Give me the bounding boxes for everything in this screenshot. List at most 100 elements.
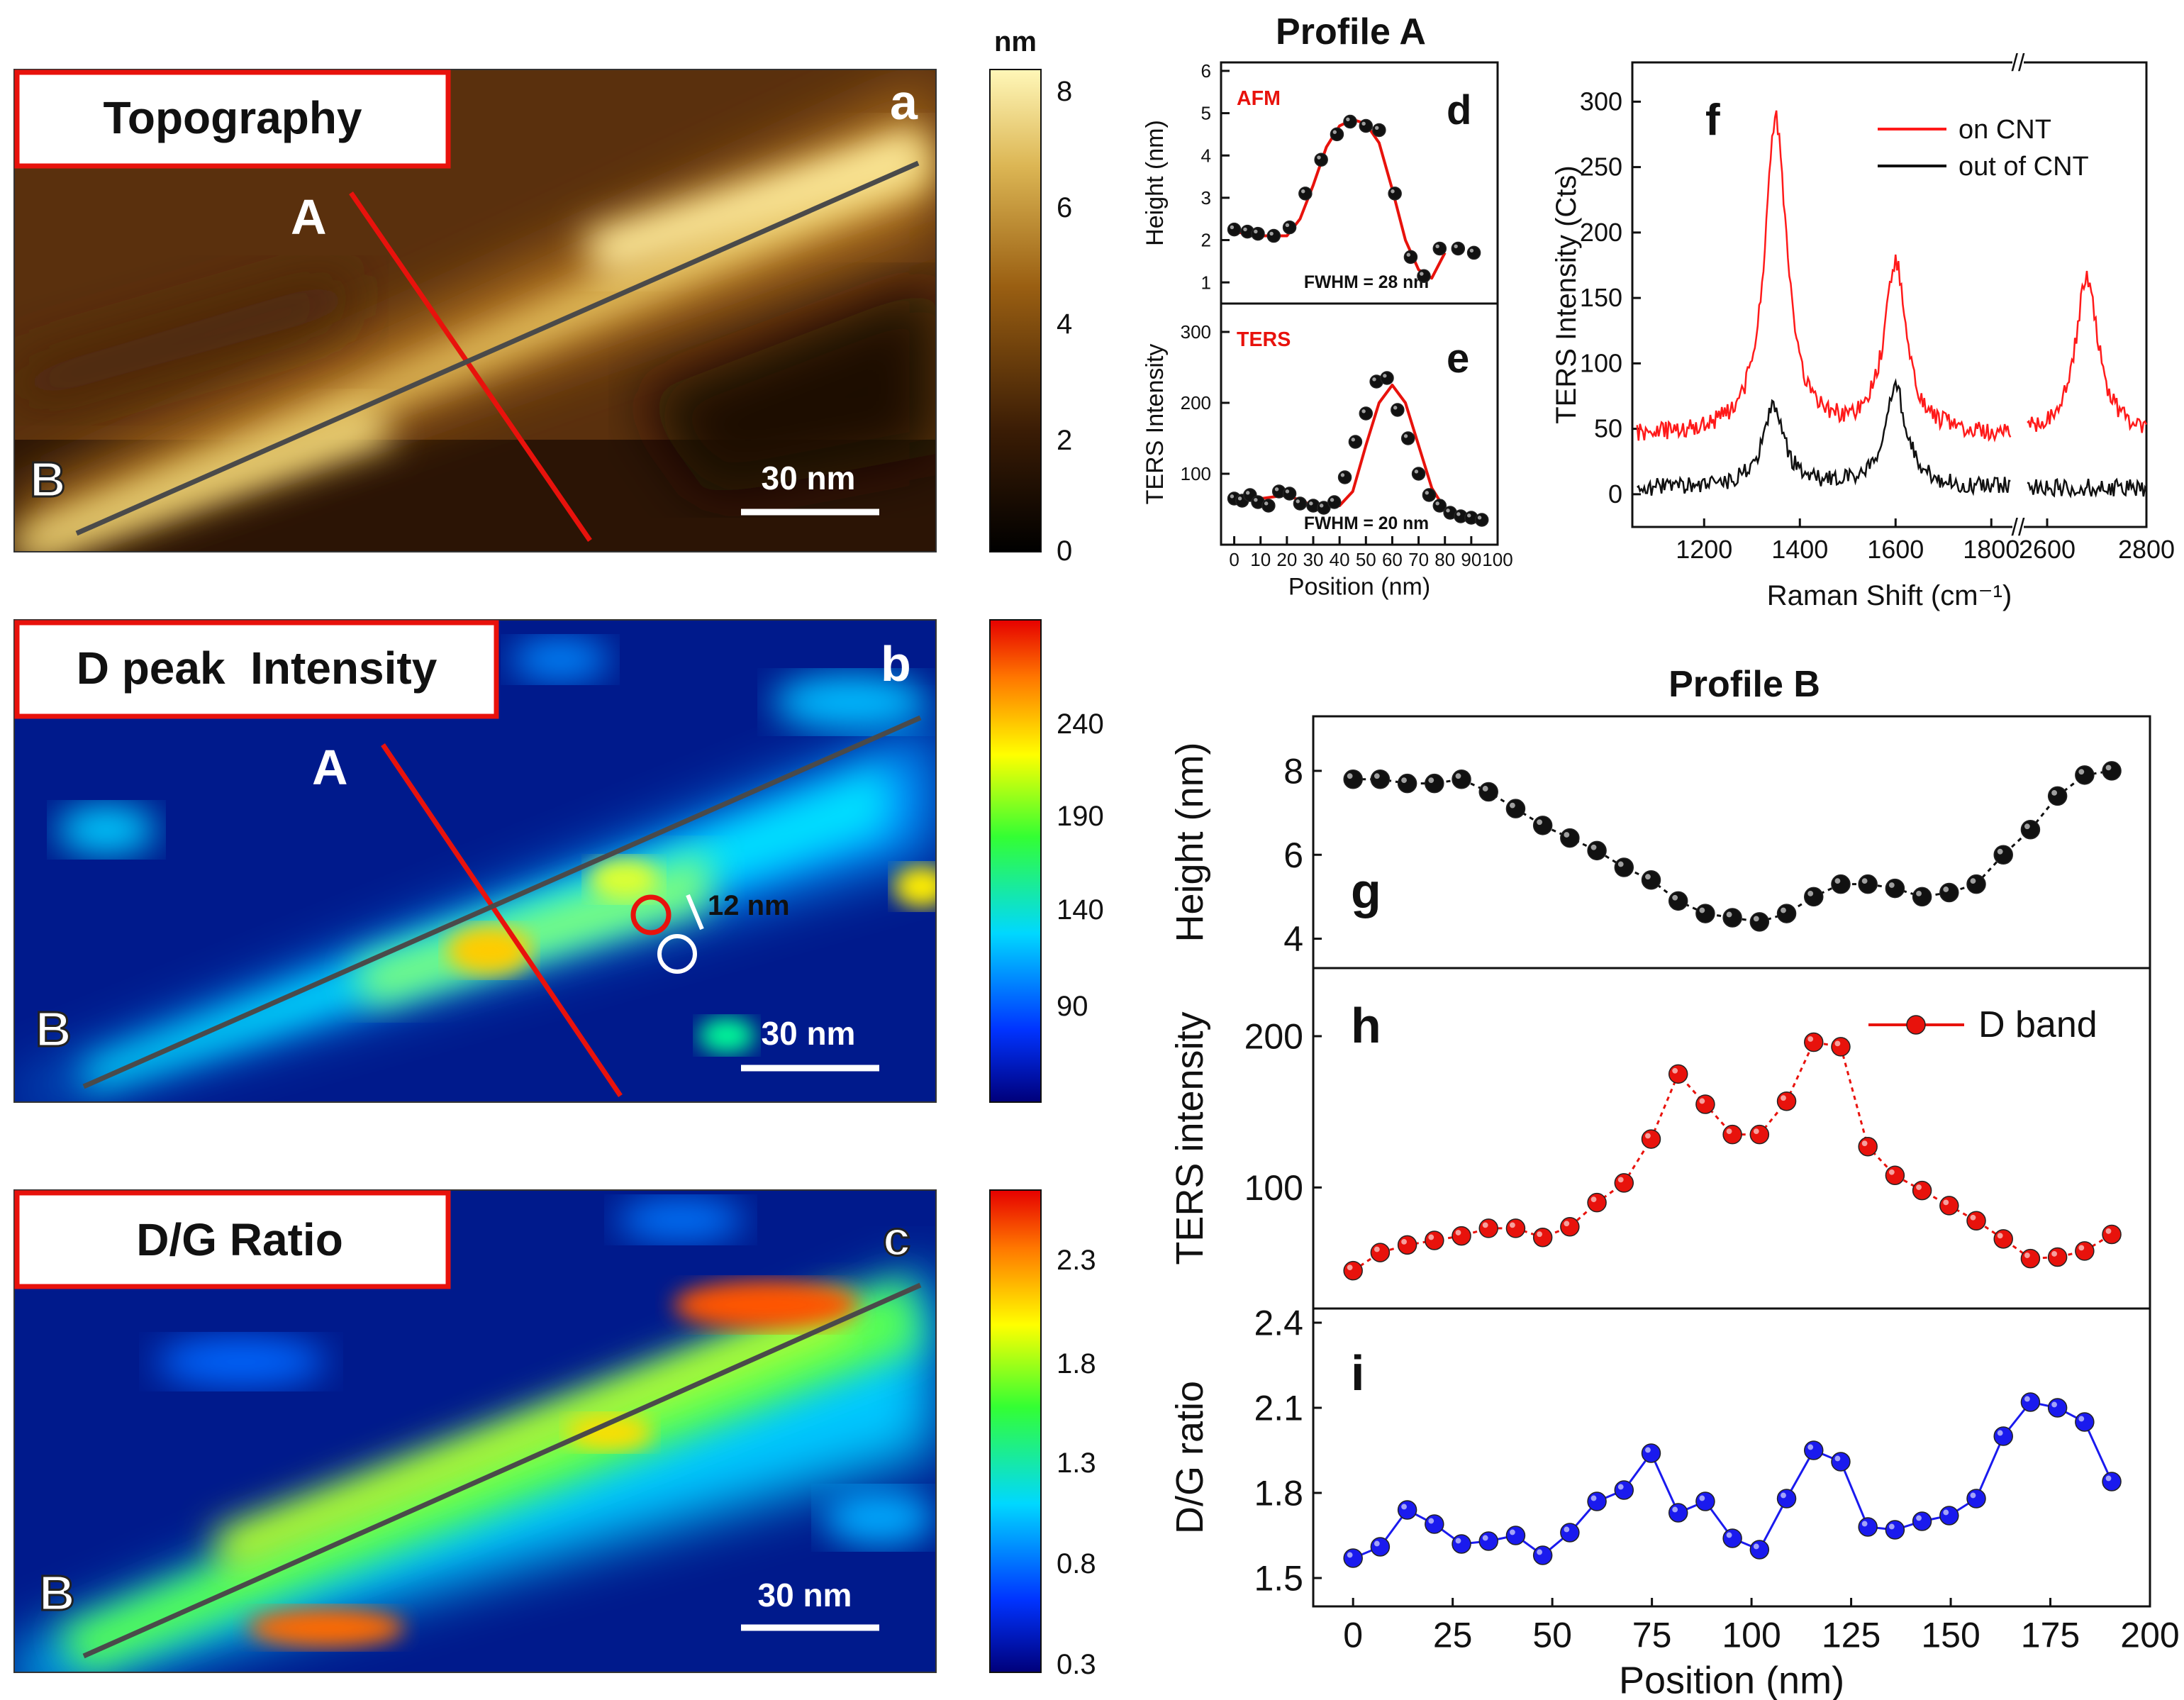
panel-title-box — [14, 1190, 451, 1289]
y-tick-label: 1.8 — [1254, 1474, 1303, 1513]
data-point-highlight — [2078, 1416, 2085, 1422]
data-point — [1966, 874, 1986, 894]
data-point-highlight — [1347, 773, 1353, 779]
data-point — [1831, 1452, 1851, 1472]
data-point-highlight — [1330, 498, 1335, 502]
data-point — [2020, 1248, 2041, 1269]
data-point-highlight — [1482, 1222, 1488, 1228]
colorbar-ticks: 8 6 4 2 0 — [1057, 76, 1072, 567]
data-point-highlight — [1888, 1523, 1895, 1530]
data-point-highlight — [1372, 377, 1376, 382]
data-point-highlight — [2051, 1251, 2057, 1257]
data-point-highlight — [1482, 1535, 1488, 1541]
data-point — [1804, 1032, 1824, 1052]
x-tick-label: 60 — [1382, 549, 1403, 570]
data-point — [1425, 1230, 1444, 1250]
data-point-highlight — [1726, 1532, 1732, 1538]
data-point-highlight — [1428, 777, 1434, 784]
colorbar — [989, 619, 1042, 1103]
data-point-highlight — [1781, 1095, 1786, 1101]
data-point — [1330, 127, 1344, 142]
data-point-highlight — [1753, 916, 1759, 922]
data-point — [2047, 1247, 2068, 1267]
distance-label: 12 nm — [708, 890, 790, 921]
data-point-highlight — [1781, 907, 1786, 913]
data-point-highlight — [1375, 126, 1379, 130]
colorbar-ticks: 240 190 140 90 — [1057, 709, 1104, 1022]
data-point — [1505, 1526, 1526, 1545]
data-point-highlight — [1482, 786, 1488, 791]
data-point-highlight — [1391, 189, 1395, 194]
data-point — [2075, 1412, 2095, 1432]
data-point — [1722, 1528, 1742, 1548]
data-point — [1560, 828, 1580, 848]
x-tick-label: 30 — [1303, 549, 1324, 570]
axis-break-mark: // — [2012, 50, 2025, 77]
y-tick-label: 300 — [1181, 321, 1211, 343]
panel-c-dg-ratio: D/G Ratio c B 30 nm 2.3 1.8 1.3 0.8 0.3 — [13, 1189, 1096, 1680]
y-axis-label: TERS Intensity — [1142, 344, 1169, 505]
data-point-highlight — [1403, 434, 1408, 438]
data-point — [1422, 488, 1437, 502]
data-point-highlight — [1590, 1495, 1597, 1501]
data-point — [1282, 220, 1297, 235]
profile-line-a — [349, 191, 592, 542]
data-point-highlight — [1230, 225, 1235, 230]
data-point-highlight — [1834, 1455, 1841, 1462]
x-tick-label: 90 — [1461, 549, 1481, 570]
y-tick-label: 1 — [1201, 272, 1211, 293]
data-point — [1293, 496, 1308, 511]
panel-label: TERS — [1237, 328, 1291, 351]
data-point-highlight — [1347, 1552, 1353, 1558]
data-point — [1478, 1531, 1498, 1551]
data-point-highlight — [1807, 1444, 1814, 1450]
data-point — [1337, 470, 1352, 484]
marker-on-cnt — [630, 894, 672, 935]
profile-line-b — [82, 715, 922, 1089]
data-point — [1251, 226, 1265, 241]
y-axis-label: Height (nm) — [1142, 120, 1169, 246]
data-point — [1668, 891, 1688, 911]
data-point — [1668, 1064, 1688, 1084]
data-point-highlight — [1420, 272, 1424, 276]
data-point-highlight — [1807, 890, 1814, 896]
data-point — [1505, 1218, 1526, 1238]
data-point — [1343, 1548, 1363, 1568]
x-tick-label: 200 — [2120, 1616, 2179, 1655]
data-point-highlight — [1454, 244, 1458, 249]
scalebar-label: 30 nm — [762, 1015, 856, 1052]
data-point-highlight — [1477, 516, 1482, 520]
x-tick-label: 1200 — [1676, 535, 1732, 564]
data-point-highlight — [1997, 1233, 2003, 1239]
plot-frame — [1312, 715, 2151, 970]
data-point-highlight — [1285, 223, 1290, 228]
data-point-highlight — [1699, 1098, 1705, 1104]
x-tick-label: 2600 — [2019, 535, 2076, 564]
data-point — [2020, 1392, 2041, 1412]
data-point-highlight — [1564, 1221, 1570, 1227]
y-tick-label: 200 — [1181, 392, 1211, 413]
data-point — [2047, 786, 2068, 806]
data-point — [1403, 250, 1418, 265]
data-point — [1993, 1229, 2013, 1249]
series-line — [1352, 1040, 2112, 1272]
data-point — [1966, 1211, 1986, 1231]
data-point-highlight — [1916, 1184, 1922, 1190]
y-tick-label: 4 — [1201, 145, 1211, 166]
data-point — [1749, 1540, 1770, 1560]
data-point-highlight — [1564, 1526, 1570, 1533]
data-point — [1749, 912, 1770, 932]
x-tick-label: 40 — [1330, 549, 1350, 570]
data-point-highlight — [1834, 1040, 1841, 1047]
data-point-highlight — [1332, 130, 1337, 134]
label-b: B — [35, 1001, 72, 1057]
data-point-highlight — [1467, 513, 1471, 518]
y-axis-label: TERS intensity — [1169, 1011, 1211, 1265]
cbar-tick: 140 — [1057, 894, 1104, 926]
chart-dg-ratio-profile-b: 1.5 1.8 2.1 2.4 0 25 50 75 100 125 150 175 200 D/G ra… — [1169, 1304, 2180, 1700]
y-tick-label: 2 — [1201, 230, 1211, 251]
data-point-highlight — [1672, 1506, 1678, 1513]
panel-label: AFM — [1237, 87, 1281, 110]
scalebar-label: 30 nm — [758, 1577, 852, 1613]
data-point — [1282, 487, 1297, 501]
